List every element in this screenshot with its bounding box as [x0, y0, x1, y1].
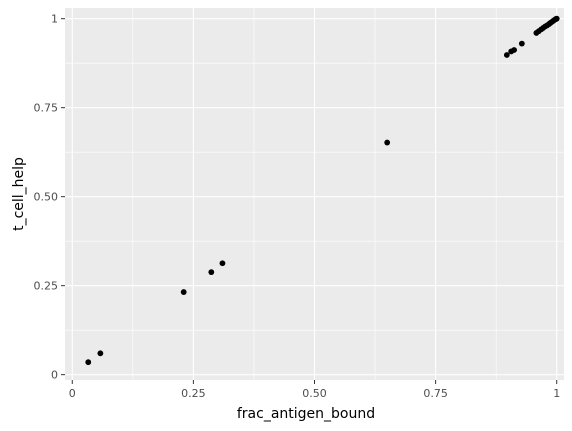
data-point	[97, 350, 104, 357]
data-point	[85, 359, 92, 366]
data-point	[553, 15, 560, 22]
data-point	[180, 289, 187, 295]
x-tick-label: 0.75	[423, 387, 448, 400]
data-point	[384, 139, 391, 146]
y-tick-label: 0	[51, 369, 58, 382]
x-tick-label: 0.50	[302, 387, 327, 400]
grid-major	[65, 8, 564, 380]
x-tick-label: 1	[553, 387, 560, 400]
y-tick-label: 0.75	[34, 102, 59, 115]
data-point	[208, 269, 215, 276]
y-axis-ticks: 0 0.25 0.50 0.75 1	[34, 13, 65, 382]
x-axis-title: frac_antigen_bound	[237, 406, 375, 422]
x-tick-label: 0	[69, 387, 76, 400]
x-axis-ticks: 0 0.25 0.50 0.75 1	[69, 380, 560, 400]
y-tick-label: 0.25	[34, 280, 59, 293]
data-point	[219, 260, 226, 267]
x-tick-label: 0.25	[181, 387, 206, 400]
data-point	[518, 40, 525, 47]
data-point	[511, 47, 517, 53]
data-point	[503, 52, 510, 58]
y-axis-title: t_cell_help	[11, 157, 27, 231]
y-tick-label: 1	[51, 13, 58, 26]
y-tick-label: 0.50	[34, 191, 59, 204]
data-points	[85, 15, 560, 366]
